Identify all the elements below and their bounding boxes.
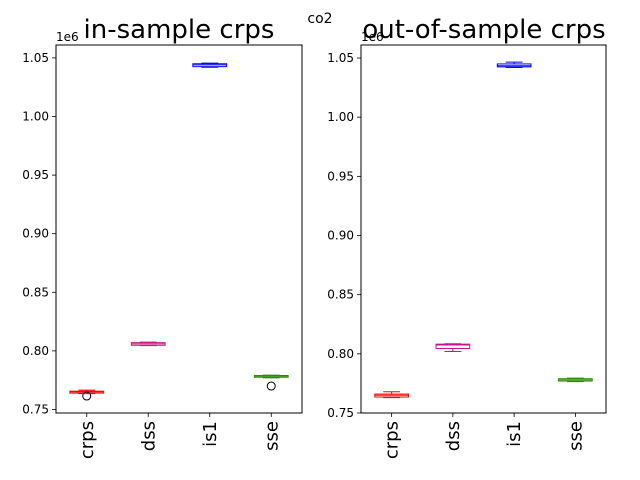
box-is1 [192,62,228,68]
box-body [435,343,471,350]
y-tick-label: 0.95 [22,168,49,182]
x-tick-label: sse [565,421,586,451]
chart-left: in-sample crps 1e6 0.75 0.80 0.85 0.90 0.95 1.0… [22,15,303,459]
y-tick-label: 0.80 [327,347,354,361]
y-offset-label: 1e6 [361,30,384,44]
box-dss [435,343,471,352]
axes-frame [55,44,303,414]
chart-title: out-of-sample crps [362,15,605,45]
y-tick-label: 0.95 [327,169,354,183]
y-tick-label: 0.90 [22,227,49,241]
figure-suptitle: co2 [307,11,332,27]
x-tick-label: dss [443,421,464,451]
outlier-point [82,391,92,401]
box-sse [253,374,289,391]
axes-frame [360,44,607,414]
y-tick-label: 1.05 [327,51,354,65]
box-sse [558,377,593,383]
box-crps [374,391,409,399]
y-tick-label: 0.75 [327,406,354,420]
outlier-point [266,381,276,391]
y-tick-label: 0.80 [22,344,49,358]
y-tick-label: 1.05 [22,51,49,65]
y-tick-label: 0.90 [327,229,354,243]
chart-title: in-sample crps [84,15,275,45]
x-tick-label: crps [77,421,98,459]
x-tick-label: dss [138,421,159,451]
x-tick-label: is1 [200,421,221,447]
y-offset-label: 1e6 [56,30,79,44]
y-tick-label: 0.85 [327,288,354,302]
x-tick-label: sse [261,421,282,451]
x-tick-label: crps [382,421,403,459]
y-tick-label: 1.00 [327,110,354,124]
y-tick-label: 0.75 [22,402,49,416]
y-tick-label: 1.00 [22,109,49,123]
y-tick-label: 0.85 [22,285,49,299]
box-is1 [496,61,532,68]
box-crps [69,389,105,401]
x-tick-label: is1 [504,421,525,447]
box-dss [130,341,166,347]
